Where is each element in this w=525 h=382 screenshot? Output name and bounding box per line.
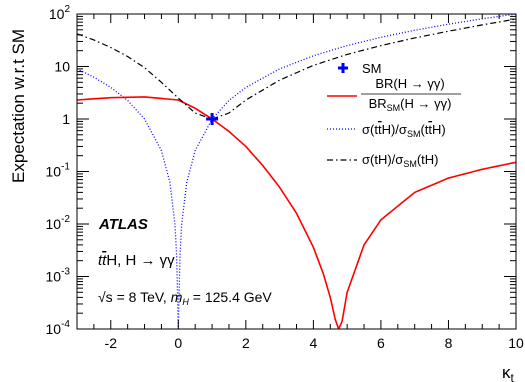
process-label: ttH, H → γγ [98, 252, 175, 269]
x-tick-label: 6 [377, 335, 385, 351]
legend-th-label: σ(tH)/σSM(tH) [362, 152, 439, 169]
legend: SM BR(H → γγ) BRSM(H → γγ) σ(ttH)/σSM(tt… [327, 61, 461, 169]
plot-frame [76, 13, 517, 330]
x-axis-label-subscript: t [511, 371, 515, 382]
legend-sm-marker [338, 63, 348, 73]
y-tick-label: 1 [62, 111, 70, 127]
y-axis-label: Expectation w.r.t SM [9, 29, 28, 183]
series-line-0 [77, 96, 516, 329]
x-tick-label: 8 [445, 335, 453, 351]
x-tick-label: 4 [309, 335, 317, 351]
series-line-2 [77, 18, 516, 120]
x-tick-label: 10 [508, 335, 524, 351]
y-tick-label: 10-2 [46, 214, 71, 232]
legend-sm-label: SM [362, 61, 382, 76]
energy-mass-label: √s = 8 TeV, mH = 125.4 GeV [98, 289, 272, 307]
x-axis-label-main: κ [502, 363, 511, 382]
plot-area [77, 14, 516, 329]
x-tick-label: 2 [242, 335, 250, 351]
legend-tth-label: σ(ttH)/σSM(ttH) [362, 122, 446, 139]
legend-br-numerator: BR(H → γγ) [375, 76, 444, 91]
y-tick-label: 102 [49, 4, 71, 22]
atlas-label: ATLAS [98, 216, 148, 233]
y-tick-label: 10-4 [46, 319, 71, 337]
y-tick-label: 10-1 [46, 162, 71, 180]
x-tick-label: -2 [105, 335, 118, 351]
y-tick-label: 10-3 [46, 267, 71, 285]
x-tick-label: 0 [174, 335, 182, 351]
sm-point-marker [206, 113, 219, 125]
x-axis-label: κt [502, 363, 515, 382]
y-tick-label: 10 [54, 59, 70, 75]
series-line-1 [77, 14, 516, 329]
legend-br-denominator: BRSM(H → γγ) [369, 96, 452, 113]
